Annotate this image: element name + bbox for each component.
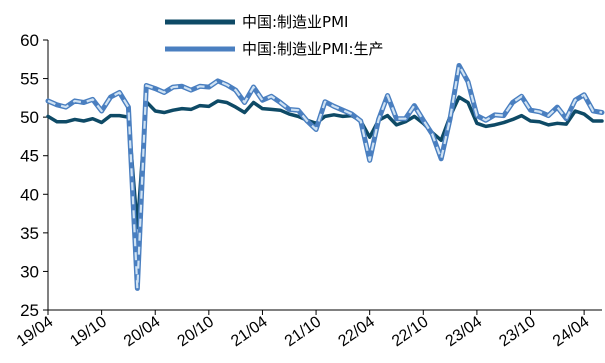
x-tick-label: 21/10 (282, 313, 325, 350)
y-tick-label: 50 (20, 108, 39, 127)
x-axis-ticks: 19/04 19/10 20/04 20/10 21/04 21/10 22/04 22/10… (14, 310, 593, 350)
y-tick-label: 30 (20, 262, 39, 281)
y-axis-ticks: 25 30 35 40 45 50 55 60 (20, 31, 48, 320)
x-tick-label: 23/04 (443, 313, 486, 350)
legend-label-pmi: 中国:制造业PMI (242, 13, 348, 31)
axes (47, 40, 602, 311)
x-tick-label: 23/10 (496, 313, 539, 350)
x-tick-label: 20/10 (175, 313, 218, 350)
y-tick-label: 45 (20, 147, 39, 166)
x-tick-label: 22/04 (335, 313, 378, 350)
legend-label-production: 中国:制造业PMI:生产 (242, 40, 384, 58)
x-tick-label: 24/04 (550, 313, 593, 350)
y-tick-label: 25 (20, 301, 39, 320)
legend: 中国:制造业PMI 中国:制造业PMI:生产 (165, 13, 384, 58)
series-line-production-highlight (47, 64, 603, 290)
y-tick-label: 60 (20, 31, 39, 50)
x-tick-label: 20/04 (121, 313, 164, 350)
y-tick-label: 35 (20, 224, 39, 243)
y-tick-label: 40 (20, 185, 39, 204)
x-tick-label: 21/04 (228, 313, 271, 350)
x-tick-label: 19/10 (67, 313, 110, 350)
series-layer (45, 62, 605, 291)
x-tick-label: 22/10 (389, 313, 432, 350)
y-tick-label: 55 (20, 70, 39, 89)
